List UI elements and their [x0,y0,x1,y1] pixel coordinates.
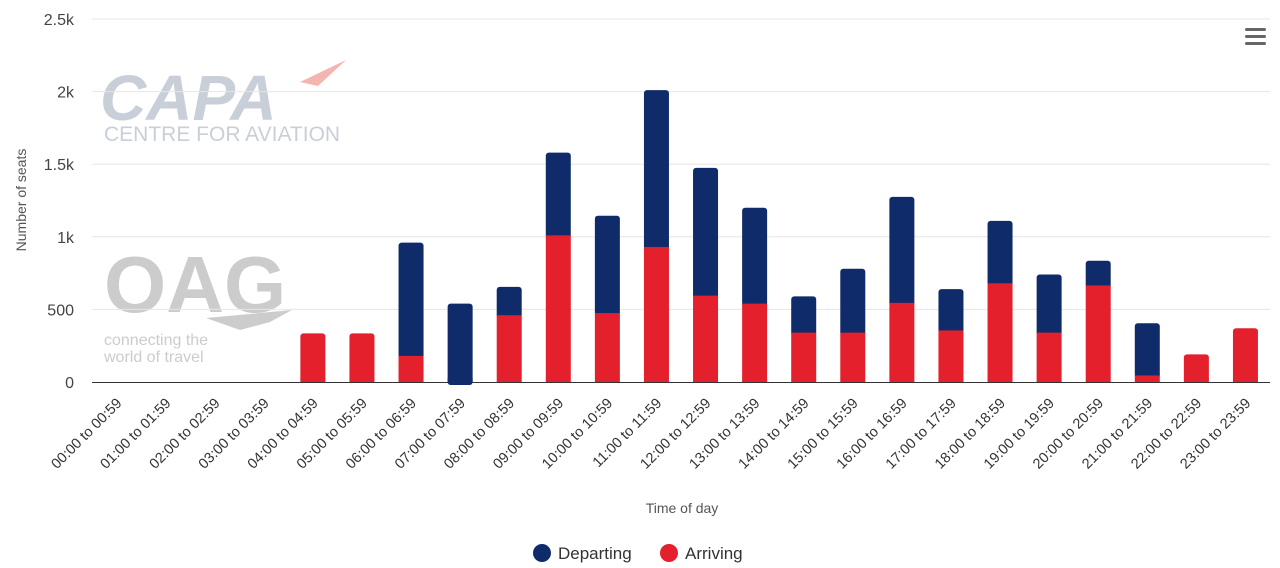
bar-departing [840,268,866,336]
capa-swoosh-icon [300,60,346,86]
y-tick-label: 0 [65,375,74,392]
bars [300,90,1258,385]
bar-departing [987,220,1013,287]
chart-menu-button[interactable] [1240,24,1270,48]
bar-arriving [1134,375,1160,382]
bar-departing [1085,260,1111,289]
bar-arriving [496,315,522,382]
legend-swatch [660,544,678,562]
hamburger-menu-icon [1245,28,1266,45]
bar-departing [545,152,571,239]
legend-swatch [533,544,551,562]
capa-logo: CAPA [100,62,277,134]
bar-arriving-base [1232,378,1258,382]
oag-plane-icon [206,310,292,330]
bar-arriving [1183,354,1209,382]
y-axis-ticks: 0 500 1k 1.5k 2k 2.5k [44,12,75,392]
bar-arriving [1036,332,1062,382]
bar-arriving [840,332,866,382]
legend-item-departing[interactable]: Departing [533,544,632,563]
bar-departing-base [447,378,473,382]
bar-arriving [742,303,768,382]
y-tick-label: 1k [57,230,75,247]
legend-label: Departing [558,544,632,563]
oag-tagline-line1: connecting the [104,332,208,349]
bar-departing [643,90,669,250]
y-axis-title: Number of seats [13,149,29,252]
bar-departing [889,196,915,306]
legend-label: Arriving [685,544,743,563]
bar-arriving [545,235,571,382]
bar-arriving [594,313,620,382]
bar-arriving [398,355,424,382]
bar-departing [791,296,817,336]
bar-departing [594,215,620,317]
bar-arriving-base [300,378,326,382]
bar-arriving [938,330,964,382]
bar-departing [938,289,964,334]
bar-arriving [349,333,375,382]
bar-departing [742,207,768,307]
capa-subtitle: CENTRE FOR AVIATION [104,123,340,146]
bar-arriving [693,295,719,382]
bar-arriving [1232,328,1258,382]
bar-arriving [791,332,817,382]
bar-arriving-base [1183,378,1209,382]
y-tick-label: 1.5k [44,157,75,174]
bar-arriving [987,283,1013,382]
x-axis-title: Time of day [646,500,719,516]
y-tick-label: 500 [47,302,74,319]
watermark-logos: CAPA CENTRE FOR AVIATION OAG connecting … [100,60,346,366]
bar-departing [693,167,719,299]
bar-arriving-base [349,378,375,382]
oag-tagline-line2: world of travel [103,349,204,366]
bar-departing [447,303,473,385]
legend-item-arriving[interactable]: Arriving [660,544,743,563]
bar-departing [398,242,424,359]
gridlines [92,18,1270,383]
legend: Departing Arriving [533,544,743,563]
bar-arriving [300,333,326,382]
bar-arriving [889,302,915,382]
y-tick-label: 2k [57,85,75,102]
y-tick-label: 2.5k [44,12,75,29]
bar-departing [1036,274,1062,336]
bar-arriving [643,246,669,382]
bar-departing [496,286,522,319]
bar-departing [1134,323,1160,379]
bar-arriving [1085,285,1111,382]
